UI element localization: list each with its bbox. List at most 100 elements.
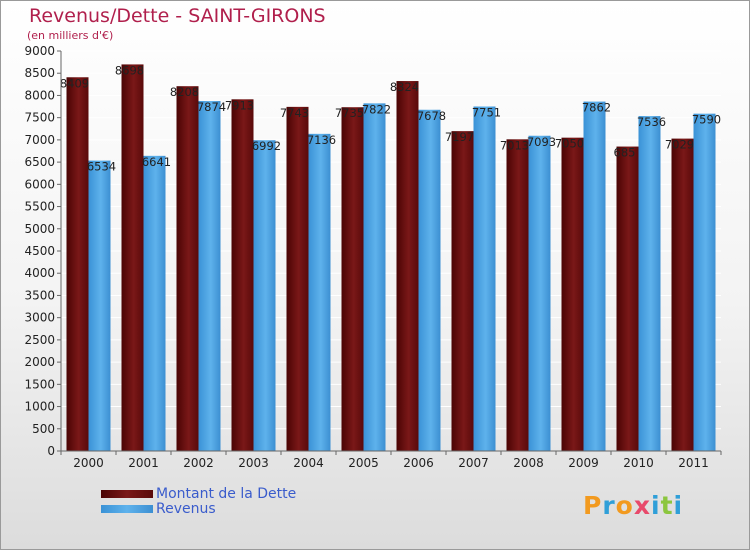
y-tick-label: 3500 (24, 288, 55, 302)
y-tick-label: 500 (32, 422, 55, 436)
x-tick-label: 2007 (458, 456, 489, 470)
data-label-revenus: 7093 (527, 135, 556, 149)
y-tick-label: 2000 (24, 355, 55, 369)
logo-letter: i (651, 491, 661, 520)
y-tick-label: 1000 (24, 400, 55, 414)
logo-letter: r (602, 491, 616, 520)
x-tick-label: 2000 (73, 456, 104, 470)
x-tick-label: 2010 (623, 456, 654, 470)
bar-revenus (638, 116, 661, 452)
y-tick-label: 8500 (24, 66, 55, 80)
x-tick-label: 2005 (348, 456, 379, 470)
bar-revenus (528, 135, 551, 451)
data-label-revenus: 7862 (582, 101, 611, 115)
data-label-revenus: 7678 (417, 109, 446, 123)
y-tick-label: 5500 (24, 200, 55, 214)
y-tick-label: 8000 (24, 88, 55, 102)
data-label-revenus: 7751 (472, 106, 501, 120)
x-tick-label: 2004 (293, 456, 324, 470)
bar-revenus (418, 109, 441, 451)
data-label-revenus: 6992 (252, 139, 281, 153)
bar-dette (66, 77, 89, 452)
data-label-revenus: 7536 (637, 115, 666, 129)
x-tick-label: 2002 (183, 456, 214, 470)
data-label-dette: 7735 (335, 106, 364, 120)
chart-title: Revenus/Dette - SAINT-GIRONS (29, 5, 326, 27)
logo-letter: t (660, 491, 674, 520)
bar-revenus (308, 133, 331, 451)
data-label-dette: 8698 (115, 63, 144, 77)
bar-revenus (143, 155, 166, 451)
bar-dette (671, 138, 694, 451)
y-tick-label: 7000 (24, 133, 55, 147)
data-label-dette: 685 (614, 146, 636, 160)
bar-revenus (253, 140, 276, 451)
data-label-revenus: 7874 (197, 100, 226, 114)
y-tick-label: 0 (47, 444, 55, 458)
legend-label-dette: Montant de la Dette (156, 486, 297, 502)
data-label-dette: 8409 (60, 76, 89, 90)
bar-dette (506, 139, 529, 452)
data-label-revenus: 7590 (692, 113, 721, 127)
x-tick-label: 2003 (238, 456, 269, 470)
bar-dette (616, 146, 639, 452)
bar-dette (231, 99, 254, 452)
y-tick-label: 4000 (24, 266, 55, 280)
bar-dette (286, 106, 309, 451)
data-label-dette: 7013 (500, 138, 529, 152)
bar-dette (121, 64, 144, 451)
data-label-revenus: 7822 (362, 102, 391, 116)
logo-letter: x (633, 491, 651, 520)
x-tick-label: 2001 (128, 456, 159, 470)
y-tick-label: 4500 (24, 244, 55, 258)
data-label-revenus: 7136 (307, 133, 336, 147)
data-label-dette: 7029 (665, 138, 694, 152)
data-label-dette: 8208 (170, 85, 199, 99)
bar-dette (396, 81, 419, 452)
y-tick-label: 6500 (24, 155, 55, 169)
data-label-dette: 7913 (225, 98, 254, 112)
x-tick-label: 2011 (678, 456, 709, 470)
x-tick-label: 2006 (403, 456, 434, 470)
data-label-revenus: 6641 (142, 155, 171, 169)
x-tick-label: 2008 (513, 456, 544, 470)
data-label-dette: 7050 (555, 137, 584, 151)
y-tick-label: 3000 (24, 311, 55, 325)
logo-letter: P (583, 491, 603, 520)
data-label-dette: 7197 (445, 130, 474, 144)
bar-revenus (693, 113, 716, 452)
legend-swatch-dette (101, 490, 153, 498)
x-tick-label: 2009 (568, 456, 599, 470)
y-tick-label: 5000 (24, 222, 55, 236)
bar-dette (341, 107, 364, 451)
bar-revenus (363, 103, 386, 451)
data-label-dette: 8324 (390, 80, 419, 94)
data-label-revenus: 6534 (87, 160, 116, 174)
y-tick-label: 6000 (24, 177, 55, 191)
y-axis-ticks: 0 500 1000 1500 2000 2500 3000 3500 4000 4500 5000… (24, 44, 61, 458)
chart-subtitle: (en milliers d'€) (27, 29, 114, 42)
data-label-dette: 7743 (280, 106, 309, 120)
bar-revenus (198, 101, 221, 452)
y-tick-label: 9000 (24, 44, 55, 58)
grid-lines (61, 50, 721, 452)
proxiti-logo: Proxiti (583, 491, 683, 520)
legend-label-revenus: Revenus (156, 501, 216, 517)
bar-revenus (88, 160, 111, 451)
bars (66, 64, 716, 452)
x-axis-ticks: 2000 2001 2002 2003 2004 2005 2006 2007 2008 2009… (60, 451, 722, 470)
y-tick-label: 2500 (24, 333, 55, 347)
bar-revenus (583, 101, 606, 452)
bar-revenus (473, 106, 496, 451)
y-tick-label: 7500 (24, 111, 55, 125)
y-tick-label: 1500 (24, 377, 55, 391)
axes (60, 51, 721, 452)
logo-letter: i (673, 491, 684, 520)
legend-swatch-revenus (101, 505, 153, 513)
bar-dette (176, 86, 199, 451)
bar-dette (561, 137, 584, 451)
logo-letter: o (615, 491, 634, 520)
